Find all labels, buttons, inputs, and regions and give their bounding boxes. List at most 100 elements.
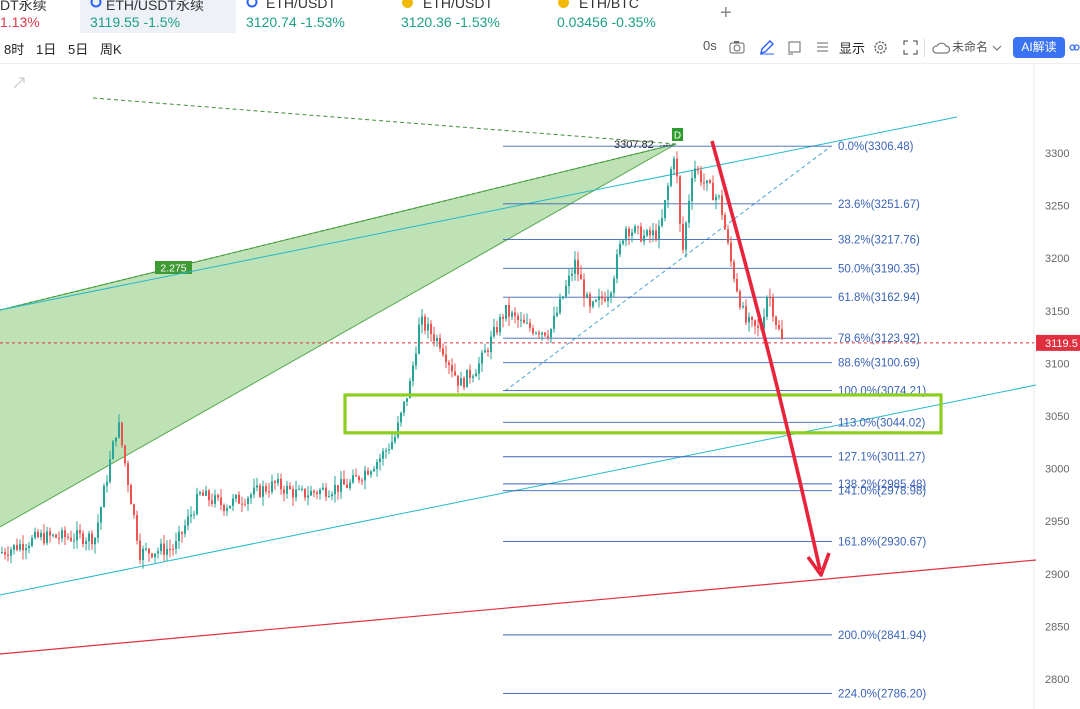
candle-body <box>706 180 708 184</box>
projection-arrow[interactable] <box>710 140 822 571</box>
candle-body <box>214 495 216 504</box>
candle-body <box>202 492 204 496</box>
candle-body <box>319 489 321 495</box>
candle-body <box>406 398 408 402</box>
pencil-icon[interactable] <box>759 40 775 55</box>
candle-body <box>478 363 480 374</box>
candle-body <box>559 298 561 313</box>
pattern-point-badge <box>672 128 683 141</box>
candle-body <box>55 534 57 538</box>
candle-body <box>97 522 99 538</box>
camera-icon[interactable] <box>729 40 745 54</box>
candle-body <box>616 254 618 279</box>
candle-body <box>592 301 594 307</box>
candle-body <box>667 185 669 201</box>
candle-body <box>10 549 12 556</box>
candle-body <box>265 486 267 492</box>
candle-body <box>328 496 330 498</box>
candle-body <box>262 486 264 497</box>
red-support-line[interactable] <box>0 559 1037 655</box>
timeframe-1w[interactable]: 周K <box>100 42 122 57</box>
candle-body <box>166 548 168 555</box>
timeframe-8h[interactable]: 8时 <box>4 42 25 57</box>
price-chart[interactable]: 2.275 D 3307.82 0.0%(3306.48) 23.6%(3251.… <box>0 64 1080 709</box>
candle-body <box>46 531 48 544</box>
candle-body <box>664 200 666 219</box>
timeframe-5d[interactable]: 5日 <box>68 42 89 57</box>
list-icon[interactable] <box>815 40 830 55</box>
candle-body <box>595 300 597 302</box>
link-icon[interactable] <box>1069 42 1080 53</box>
candle-body <box>235 494 237 499</box>
replay-timer[interactable]: 0s <box>703 38 717 53</box>
candle-body <box>73 540 75 542</box>
candle-body <box>520 319 522 321</box>
candle-body <box>13 544 15 550</box>
symbol-tab-1[interactable]: ETH/USDT永续 3119.55 -1.5% <box>80 0 236 33</box>
fullscreen-icon[interactable] <box>903 40 918 55</box>
price-tick-label: 3200 <box>1045 253 1069 265</box>
candle-body <box>205 490 207 496</box>
candle-body <box>568 275 570 287</box>
price-tick-label: 3050 <box>1045 411 1069 423</box>
candle-body <box>358 476 360 481</box>
redo-arrow-icon[interactable] <box>13 77 25 89</box>
candle-body <box>442 348 444 355</box>
symbol-tab-3[interactable]: ETH/USDT 3120.36 -1.53% <box>394 0 550 33</box>
candle-body <box>601 296 603 299</box>
symbol-tab-2[interactable]: ETH/USDT 3120.74 -1.53% <box>238 0 394 33</box>
ratio-label: 2.275 <box>160 263 186 275</box>
candle-body <box>352 475 354 483</box>
tab-symbol-name: ETH/USDT <box>423 0 493 11</box>
candle-body <box>292 489 294 498</box>
tab-quote: 3120.74 -1.53% <box>246 14 345 30</box>
support-zone-box[interactable] <box>343 393 943 435</box>
workspace-name[interactable]: 未命名 <box>952 40 989 54</box>
candle-body <box>565 286 567 297</box>
ai-interpret-button[interactable]: AI解读 <box>1013 37 1065 58</box>
candle-body <box>163 543 165 555</box>
fib-level-label: 138.2%(2985.48) <box>838 479 926 491</box>
display-button[interactable]: 显示 <box>839 41 866 56</box>
candle-body <box>232 498 234 506</box>
price-tick-label: 2950 <box>1045 516 1069 528</box>
candle-body <box>715 196 717 201</box>
candle-body <box>574 259 576 274</box>
candle-body <box>256 485 258 488</box>
candle-body <box>325 487 327 497</box>
candle-body <box>742 306 744 308</box>
candle-body <box>691 178 693 202</box>
add-tab-plus-icon[interactable]: + <box>720 2 732 24</box>
candle-body <box>412 365 414 382</box>
peak-price-label: 3307.82 <box>614 139 654 151</box>
candle-body <box>697 168 699 171</box>
fib-level-label: 161.8%(2930.67) <box>838 537 926 549</box>
candle-body <box>313 490 315 493</box>
symbol-tab-4[interactable]: ETH/BTC 0.03456 -0.35% <box>550 0 710 33</box>
candle-body <box>652 230 654 236</box>
candle-body <box>226 508 228 512</box>
harmonic-dashed-top <box>92 97 677 145</box>
gear-icon[interactable] <box>873 40 888 55</box>
chevron-down-icon[interactable] <box>992 44 1002 52</box>
candle-body <box>646 230 648 236</box>
candle-body <box>493 327 495 337</box>
candle-body <box>94 537 96 545</box>
coin-icon <box>558 0 569 8</box>
candle-body <box>562 296 564 299</box>
cyan-trendline-upper[interactable] <box>0 116 958 311</box>
fibonacci-extension[interactable]: 0.0%(3306.48) 23.6%(3251.67) 38.2%(3217.76… <box>503 141 926 701</box>
pattern-point-label: D <box>674 131 681 142</box>
symbol-tab-0[interactable]: DT永续 1.13% <box>0 0 78 33</box>
candle-body <box>190 514 192 517</box>
candle-body <box>502 316 504 319</box>
drawing-frame-icon[interactable] <box>787 40 802 55</box>
cyan-trendline-lower[interactable] <box>0 384 1037 596</box>
candle-body <box>490 336 492 353</box>
timeframe-1d[interactable]: 1日 <box>36 42 57 57</box>
candle-body <box>337 485 339 492</box>
candle-body <box>604 298 606 301</box>
price-tick-label: 3250 <box>1045 201 1069 213</box>
price-axis[interactable]: 3300 3250 3200 3150 3100 3050 3000 2950 2900 2850… <box>1045 148 1069 686</box>
fib-diagonal-dashed <box>504 146 831 392</box>
